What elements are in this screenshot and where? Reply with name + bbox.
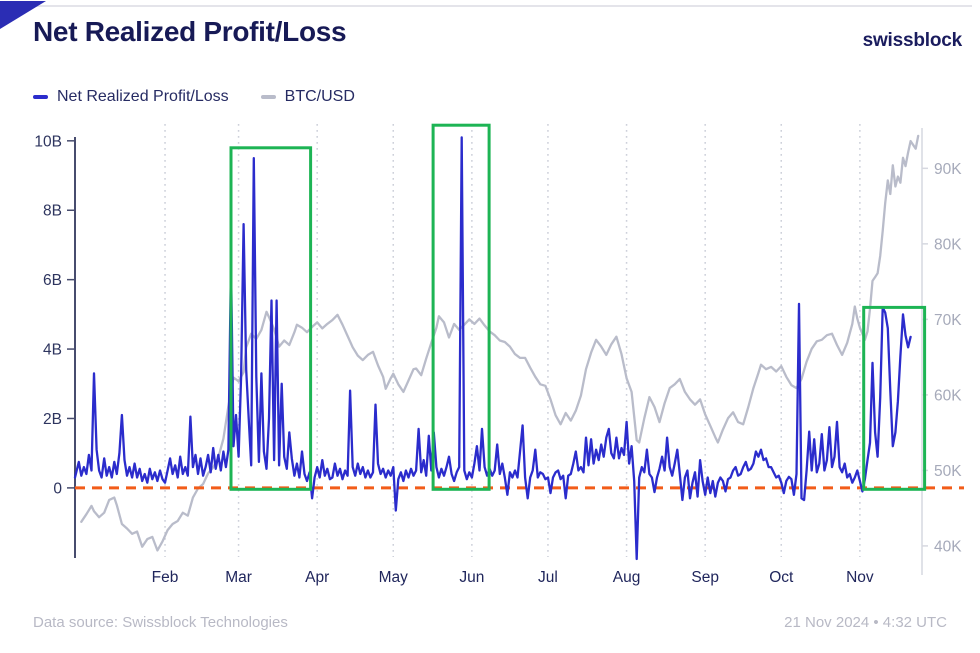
nrpl-line-series xyxy=(73,136,912,561)
highlight-box xyxy=(431,123,491,491)
axis-tick-label: Sep xyxy=(691,569,719,586)
timestamp: 21 Nov 2024 • 4:32 UTC xyxy=(784,614,947,631)
axis-tick-label: Jun xyxy=(459,569,484,586)
legend-label-nrpl: Net Realized Profit/Loss xyxy=(57,88,229,105)
legend-label-btcusd: BTC/USD xyxy=(284,88,355,105)
axis-tick-label: 80K xyxy=(934,236,962,253)
axis-tick-label: Jul xyxy=(538,569,558,586)
axis-tick-label: Feb xyxy=(152,569,179,586)
axis-tick-label: Oct xyxy=(769,569,794,586)
axis-tick-label: May xyxy=(379,569,409,586)
legend: Net Realized Profit/Loss BTC/USD xyxy=(33,88,355,106)
axis-tick-label: Aug xyxy=(613,569,641,586)
legend-item-btcusd: BTC/USD xyxy=(260,88,355,106)
axis-tick-label: 70K xyxy=(934,312,962,329)
page-title: Net Realized Profit/Loss xyxy=(33,16,347,47)
legend-item-nrpl: Net Realized Profit/Loss xyxy=(33,88,229,106)
highlight-box xyxy=(229,146,313,491)
legend-swatch-btcusd-icon xyxy=(260,95,276,99)
brand-logo: swissblock xyxy=(862,30,963,51)
axis-tick-label: 40K xyxy=(934,538,962,555)
axis-tick-label: Apr xyxy=(305,569,329,586)
axis-tick-label: 10B xyxy=(34,133,62,150)
top-divider xyxy=(36,5,972,7)
axis-tick-label: 8B xyxy=(43,203,62,220)
highlight-box xyxy=(862,305,927,491)
data-source: Data source: Swissblock Technologies xyxy=(33,614,288,631)
axis-tick-label: 90K xyxy=(934,161,962,178)
axis-tick-label: 60K xyxy=(934,387,962,404)
axis-tick-label: Nov xyxy=(846,569,874,586)
axis-tick-label: 6B xyxy=(43,272,62,289)
brand-corner-triangle-icon xyxy=(0,1,46,29)
legend-swatch-nrpl-icon xyxy=(33,95,48,99)
axis-tick-label: 4B xyxy=(43,342,62,359)
axis-tick-label: 50K xyxy=(934,463,962,480)
axis-tick-label: 0 xyxy=(53,480,62,497)
axis-tick-label: Mar xyxy=(225,569,252,586)
axis-tick-label: 2B xyxy=(43,411,62,428)
